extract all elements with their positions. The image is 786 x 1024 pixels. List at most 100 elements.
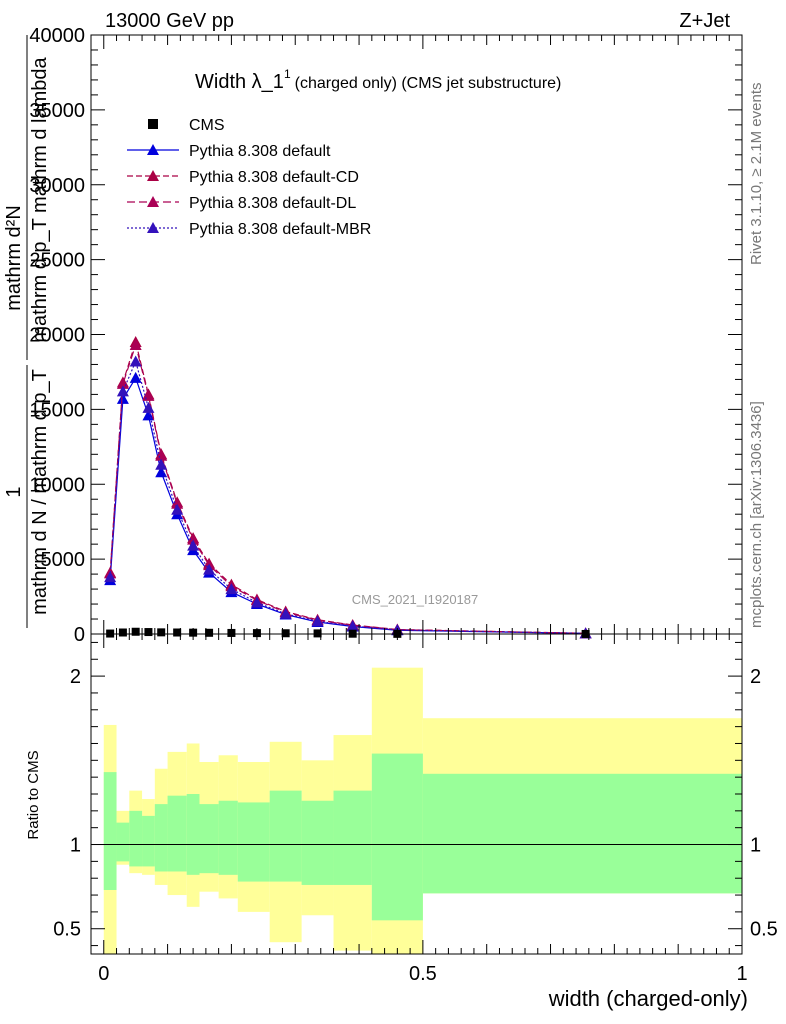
legend-entry: CMS xyxy=(148,117,225,134)
rivet-version-label: Rivet 3.1.10, ≥ 2.1M events xyxy=(748,83,765,266)
legend-label: Pythia 8.308 default xyxy=(189,143,331,160)
ratio-inner-band-bin xyxy=(301,800,334,885)
series-3 xyxy=(104,338,592,639)
cms-data-point xyxy=(313,629,322,638)
series-point xyxy=(155,458,168,470)
x-axis-label: width (charged-only) xyxy=(548,986,748,1011)
energy-label: 13000 GeV pp xyxy=(105,10,234,32)
series-point xyxy=(311,615,324,627)
ratio-inner-band-bin xyxy=(269,790,302,882)
legend-entry: Pythia 8.308 default xyxy=(127,143,331,160)
legend-marker xyxy=(147,196,159,207)
ratio-inner-band-bin xyxy=(371,753,423,921)
legend-marker xyxy=(147,170,159,181)
y-tick-label: 25000 xyxy=(29,250,85,272)
series-point xyxy=(104,571,117,583)
legend-entry: Pythia 8.308 default-CD xyxy=(127,169,359,186)
cms-data-point xyxy=(281,629,290,638)
series-point xyxy=(187,533,200,545)
y-tick-label: 15000 xyxy=(29,399,85,421)
cms-data-point xyxy=(173,628,182,637)
legend-label: Pythia 8.308 default-CD xyxy=(189,169,359,186)
y-tick-label: 5000 xyxy=(41,549,86,571)
y-label-line-2: mathrm d p_T mathrm d lambda xyxy=(29,56,51,342)
y-tick-label: 40000 xyxy=(29,25,85,47)
legend-entry: Pythia 8.308 default-DL xyxy=(127,195,356,212)
series-point xyxy=(279,607,292,619)
analysis-watermark: CMS_2021_I1920187 xyxy=(352,592,479,607)
ratio-inner-band-bin xyxy=(154,804,168,872)
series-line xyxy=(109,342,586,634)
ratio-inner-band-bin xyxy=(186,794,200,875)
legend: CMS Pythia 8.308 default Pythia 8.308 defa… xyxy=(127,117,371,238)
ratio-inner-band-bin xyxy=(129,810,143,867)
main-axes: 0 5000 10000 15000 20000 25000 30000 35000 40000 xyxy=(29,25,743,646)
y-label-line-4: mathrm d N / mathrm d p_T xyxy=(29,369,51,615)
legend-marker xyxy=(147,144,159,155)
ratio-bands-layer xyxy=(91,667,742,954)
process-label: Z+Jet xyxy=(679,10,730,32)
series-point xyxy=(129,338,142,350)
y-label-line-3: 1 xyxy=(3,486,25,497)
ratio-inner-band-bin xyxy=(422,773,742,894)
ratio-inner-band-bin xyxy=(199,804,219,874)
ratio-y-tick-label: 2 xyxy=(70,666,81,688)
series-point xyxy=(346,620,359,632)
legend-label: Pythia 8.308 default-MBR xyxy=(189,221,371,238)
series-point xyxy=(116,392,129,404)
mcplots-label: mcplots.cern.ch [arXiv:1306.3436] xyxy=(748,401,765,628)
series-point xyxy=(250,596,263,608)
y-tick-label: 0 xyxy=(74,624,85,646)
cms-data-point xyxy=(205,628,214,637)
series-line xyxy=(109,359,586,634)
series-point xyxy=(155,466,168,478)
legend-marker xyxy=(147,222,159,233)
x-tick-label: 0 xyxy=(98,963,109,985)
ratio-inner-band-bin xyxy=(333,790,372,885)
series-point xyxy=(225,583,238,595)
cms-data-point xyxy=(131,627,140,636)
y-tick-label: 10000 xyxy=(29,474,85,496)
series-point xyxy=(203,563,216,575)
ratio-inner-band-bin xyxy=(167,795,187,872)
ratio-inner-band-bin xyxy=(237,802,270,882)
ratio-y-tick-label: 0.5 xyxy=(53,919,81,941)
series-2 xyxy=(104,335,592,639)
series-point xyxy=(129,371,142,383)
cms-data-point xyxy=(118,628,127,637)
series-point xyxy=(129,355,142,367)
plot-title: Width λ_11(charged only) (CMS jet substr… xyxy=(195,67,561,93)
series-point xyxy=(142,401,155,413)
series-point xyxy=(171,503,184,515)
ratio-y-tick-label-right: 0.5 xyxy=(750,919,778,941)
ratio-y-tick-label-right: 2 xyxy=(750,666,761,688)
ratio-y-tick-label: 1 xyxy=(70,835,81,857)
y-tick-label: 30000 xyxy=(29,175,85,197)
series-point xyxy=(116,385,129,397)
ratio-y-label: Ratio to CMS xyxy=(25,750,42,839)
y-tick-label: 35000 xyxy=(29,100,85,122)
ratio-inner-band-bin xyxy=(103,772,117,890)
ratio-inner-band-bin xyxy=(116,822,130,862)
series-point xyxy=(187,539,200,551)
legend-entry: Pythia 8.308 default-MBR xyxy=(127,221,371,238)
series-point xyxy=(171,497,184,509)
legend-marker xyxy=(148,119,158,129)
x-tick-label: 1 xyxy=(736,963,747,985)
y-axis-label: mathrm d²N mathrm d p_T mathrm d lambda … xyxy=(3,35,51,628)
y-tick-label: 20000 xyxy=(29,325,85,347)
series-line xyxy=(109,339,586,634)
ratio-y-tick-label-right: 1 xyxy=(750,835,761,857)
ratio-inner-band-bin xyxy=(218,800,238,875)
y-label-line-1: mathrm d²N xyxy=(3,205,25,311)
ratio-inner-band-bin xyxy=(142,815,155,867)
cms-data-point xyxy=(157,628,166,637)
cms-data-point xyxy=(144,628,153,637)
series-layer xyxy=(104,335,592,639)
series-point xyxy=(155,449,168,461)
ratio-axes: 0 0.5 10.5 0.51 12 2 xyxy=(53,634,778,985)
series-point xyxy=(142,409,155,421)
x-tick-label: 0.5 xyxy=(409,963,437,985)
series-point xyxy=(116,377,129,389)
